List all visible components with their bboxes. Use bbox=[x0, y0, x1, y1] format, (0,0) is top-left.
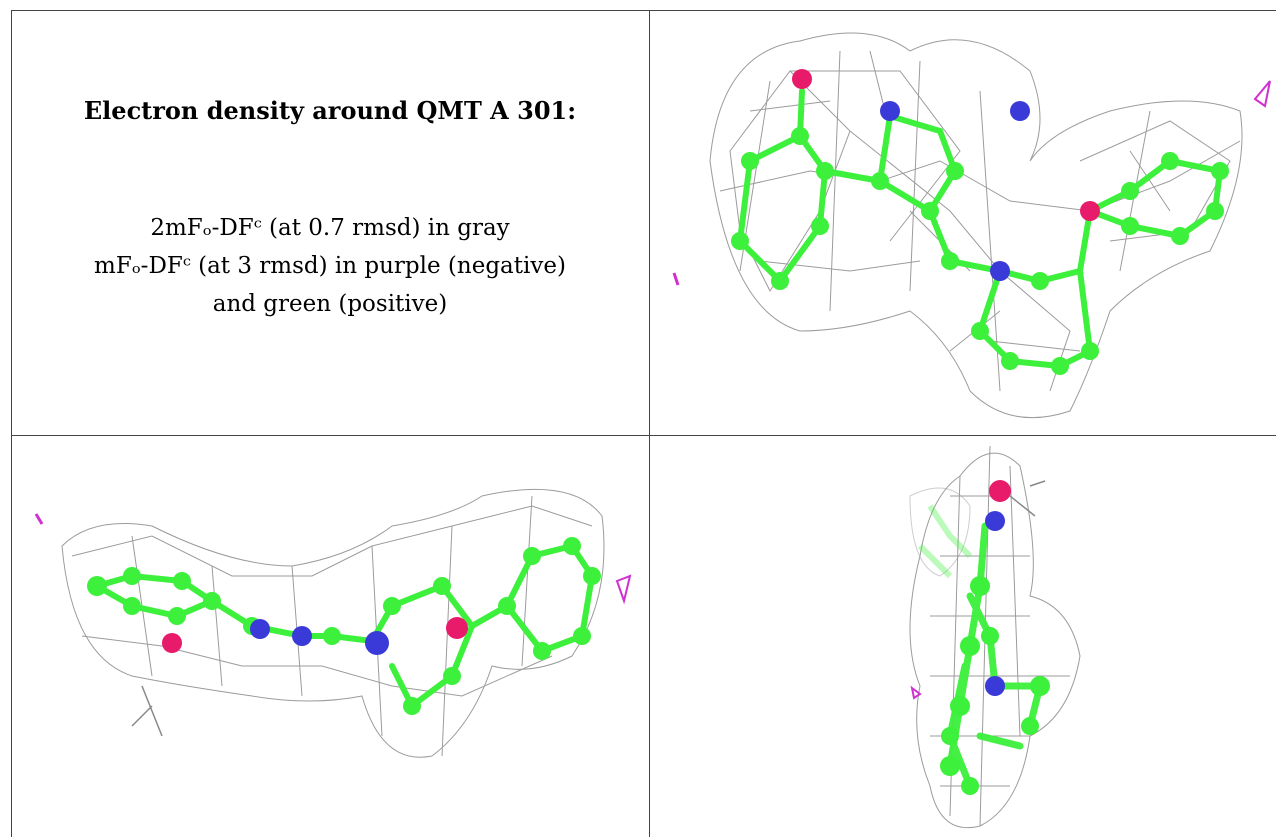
table-left-border bbox=[11, 10, 12, 837]
caption-title: Electron density around QMT A 301: bbox=[83, 96, 577, 125]
caption-line-2: mFₒ-DFᶜ (at 3 rmsd) in purple (negative) bbox=[94, 253, 566, 279]
caption-cell: Electron density around QMT A 301: 2mFₒ-… bbox=[11, 11, 649, 435]
table-middle-border bbox=[11, 435, 1276, 436]
caption-line-3: and green (positive) bbox=[212, 291, 448, 317]
density-view-bottom-right bbox=[909, 445, 1081, 829]
caption-line-1: 2mFₒ-DFᶜ (at 0.7 rmsd) in gray bbox=[150, 215, 510, 241]
table-center-border bbox=[649, 10, 650, 837]
density-view-bottom-left bbox=[34, 488, 632, 758]
density-view-top-right bbox=[672, 32, 1271, 419]
caption-legend: 2mFₒ-DFᶜ (at 0.7 rmsd) in gray mFₒ-DFᶜ (… bbox=[11, 209, 649, 323]
table-top-border bbox=[11, 10, 1276, 11]
